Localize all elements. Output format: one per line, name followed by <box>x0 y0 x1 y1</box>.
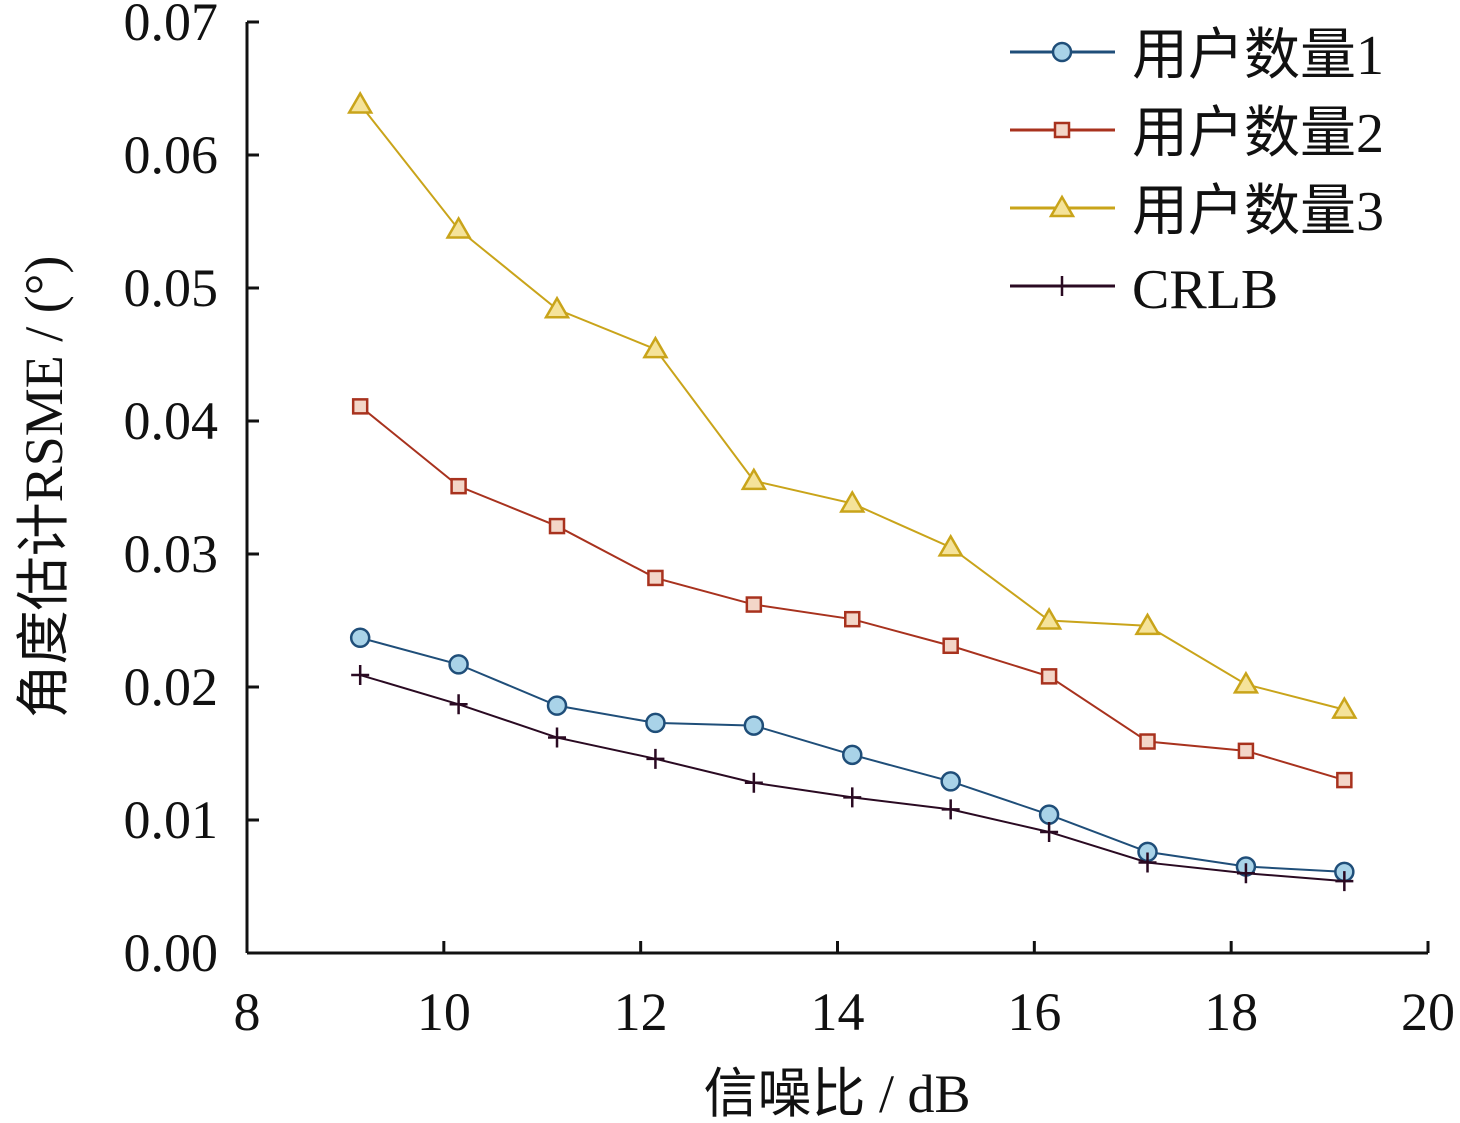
data-point-square <box>1139 733 1156 750</box>
data-point-plus <box>1053 276 1071 296</box>
data-point-plus <box>1236 863 1255 884</box>
legend-label: 用户数量2 <box>1132 103 1384 165</box>
data-point-circle <box>743 715 765 736</box>
data-point-triangle <box>445 215 472 239</box>
tick-labels: 8 10 12 14 16 18 20 0.00 0.01 0.02 0.03 0.04 0.05 0.0… <box>124 0 1456 1042</box>
y-tick-label: 0.02 <box>124 657 219 717</box>
y-axis-label: 角度估计RSME / (°) <box>14 256 74 719</box>
series-group <box>347 90 1358 892</box>
data-point-triangle <box>1134 612 1161 636</box>
data-point-circle <box>842 744 863 766</box>
data-point-plus <box>1335 871 1354 892</box>
legend: 用户数量1 用户数量2 用户数量3 CRLB <box>1010 25 1384 321</box>
data-point-square <box>1040 668 1058 685</box>
data-point-square <box>745 596 763 613</box>
x-tick-label: 18 <box>1204 982 1258 1042</box>
data-point-circle <box>645 712 666 734</box>
y-tick-label: 0.06 <box>124 125 219 185</box>
data-point-square <box>844 610 861 628</box>
data-point-plus <box>1040 821 1059 842</box>
data-point-triangle <box>740 467 768 491</box>
axes <box>245 20 1430 955</box>
y-tick-label: 0.04 <box>124 391 219 451</box>
legend-item: 用户数量2 <box>1010 103 1384 165</box>
data-point-circle <box>448 654 469 675</box>
data-point-triangle <box>1048 194 1076 218</box>
y-tick-label: 0.03 <box>124 524 219 584</box>
x-axis-label: 信噪比 / dB <box>703 1064 970 1123</box>
data-point-square <box>942 637 959 655</box>
data-point-plus <box>646 748 665 769</box>
data-point-circle <box>1038 804 1060 825</box>
data-point-plus <box>449 694 468 715</box>
data-point-triangle <box>543 295 571 319</box>
data-point-square <box>1237 742 1255 760</box>
data-point-circle <box>940 771 961 792</box>
data-point-triangle <box>839 489 866 513</box>
data-point-triangle <box>1035 607 1063 630</box>
series-4 <box>351 665 1354 892</box>
series-1 <box>349 627 1355 883</box>
data-point-plus <box>351 665 370 686</box>
data-point-triangle <box>642 335 669 359</box>
legend-label: CRLB <box>1132 259 1278 321</box>
x-tick-label: 14 <box>811 982 865 1042</box>
series-line <box>359 405 1345 782</box>
x-tick-label: 16 <box>1007 982 1061 1042</box>
series-2 <box>351 398 1353 789</box>
x-tick-label: 20 <box>1401 982 1455 1042</box>
series-line <box>359 674 1345 883</box>
data-point-square <box>1336 771 1353 789</box>
x-tick-label: 10 <box>417 982 471 1042</box>
legend-label: 用户数量1 <box>1132 25 1384 87</box>
data-point-triangle <box>347 90 374 114</box>
data-point-square <box>1053 121 1071 139</box>
data-point-plus <box>548 727 567 748</box>
data-point-circle <box>1051 41 1073 63</box>
y-tick-label: 0.00 <box>124 923 219 983</box>
x-tick-label: 12 <box>614 982 668 1042</box>
data-point-plus <box>744 772 763 793</box>
x-tick-label: 8 <box>234 982 261 1042</box>
y-tick-label: 0.07 <box>124 0 219 52</box>
legend-label: 用户数量3 <box>1132 181 1384 243</box>
data-point-circle <box>546 695 568 716</box>
data-point-square <box>351 398 369 415</box>
data-point-triangle <box>1331 696 1358 719</box>
data-point-square <box>548 517 566 535</box>
data-point-plus <box>1138 852 1157 873</box>
y-tick-label: 0.05 <box>124 258 219 318</box>
legend-item: 用户数量1 <box>1010 25 1384 87</box>
y-tick-label: 0.01 <box>124 790 219 850</box>
data-point-triangle <box>937 533 964 557</box>
data-point-square <box>647 569 664 587</box>
data-point-triangle <box>1232 670 1260 694</box>
data-point-plus <box>941 799 960 820</box>
data-point-plus <box>843 787 862 808</box>
data-point-square <box>450 477 467 495</box>
legend-item: 用户数量3 <box>1010 181 1384 243</box>
series-3 <box>347 90 1358 719</box>
legend-item: CRLB <box>1010 259 1278 321</box>
data-point-circle <box>349 627 371 649</box>
